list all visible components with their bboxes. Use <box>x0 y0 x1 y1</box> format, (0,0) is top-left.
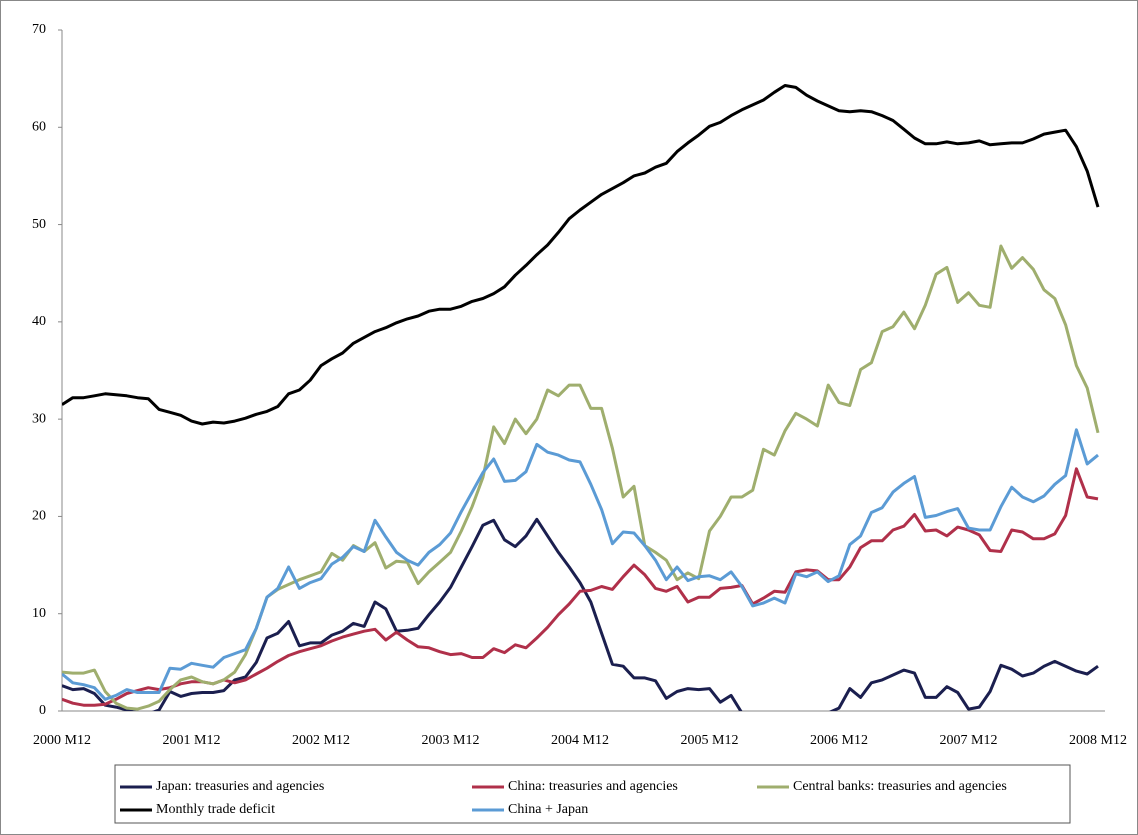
y-tick-label: 30 <box>32 411 46 426</box>
x-tick-label: 2007 M12 <box>940 733 998 748</box>
x-tick-label: 2002 M12 <box>292 733 350 748</box>
x-tick-label: 2005 M12 <box>681 733 739 748</box>
x-tick-label: 2006 M12 <box>810 733 868 748</box>
legend-label: Japan: treasuries and agencies <box>156 779 324 794</box>
x-tick-label: 2000 M12 <box>33 733 91 748</box>
series-line <box>62 517 1099 711</box>
legend-label: Central banks: treasuries and agencies <box>793 779 1007 794</box>
x-tick-label: 2003 M12 <box>422 733 480 748</box>
y-tick-label: 50 <box>32 217 46 232</box>
x-tick-label: 2001 M12 <box>163 733 221 748</box>
legend-label: China: treasuries and agencies <box>508 779 678 794</box>
x-tick-label: 2008 M12 <box>1069 733 1127 748</box>
series-line <box>62 244 1100 711</box>
y-tick-label: 70 <box>32 22 46 37</box>
series-line <box>62 467 1099 707</box>
legend-label: China + Japan <box>508 802 588 817</box>
legend-label: Monthly trade deficit <box>156 802 275 817</box>
x-tick-label: 2004 M12 <box>551 733 609 748</box>
y-tick-label: 60 <box>32 120 46 135</box>
legend-box <box>114 764 1071 824</box>
y-tick-label: 10 <box>32 606 46 621</box>
series-line <box>62 84 1100 426</box>
series-line <box>62 428 1099 701</box>
y-tick-label: 40 <box>32 314 46 329</box>
y-tick-label: 0 <box>39 703 46 718</box>
y-tick-label: 20 <box>32 509 46 524</box>
